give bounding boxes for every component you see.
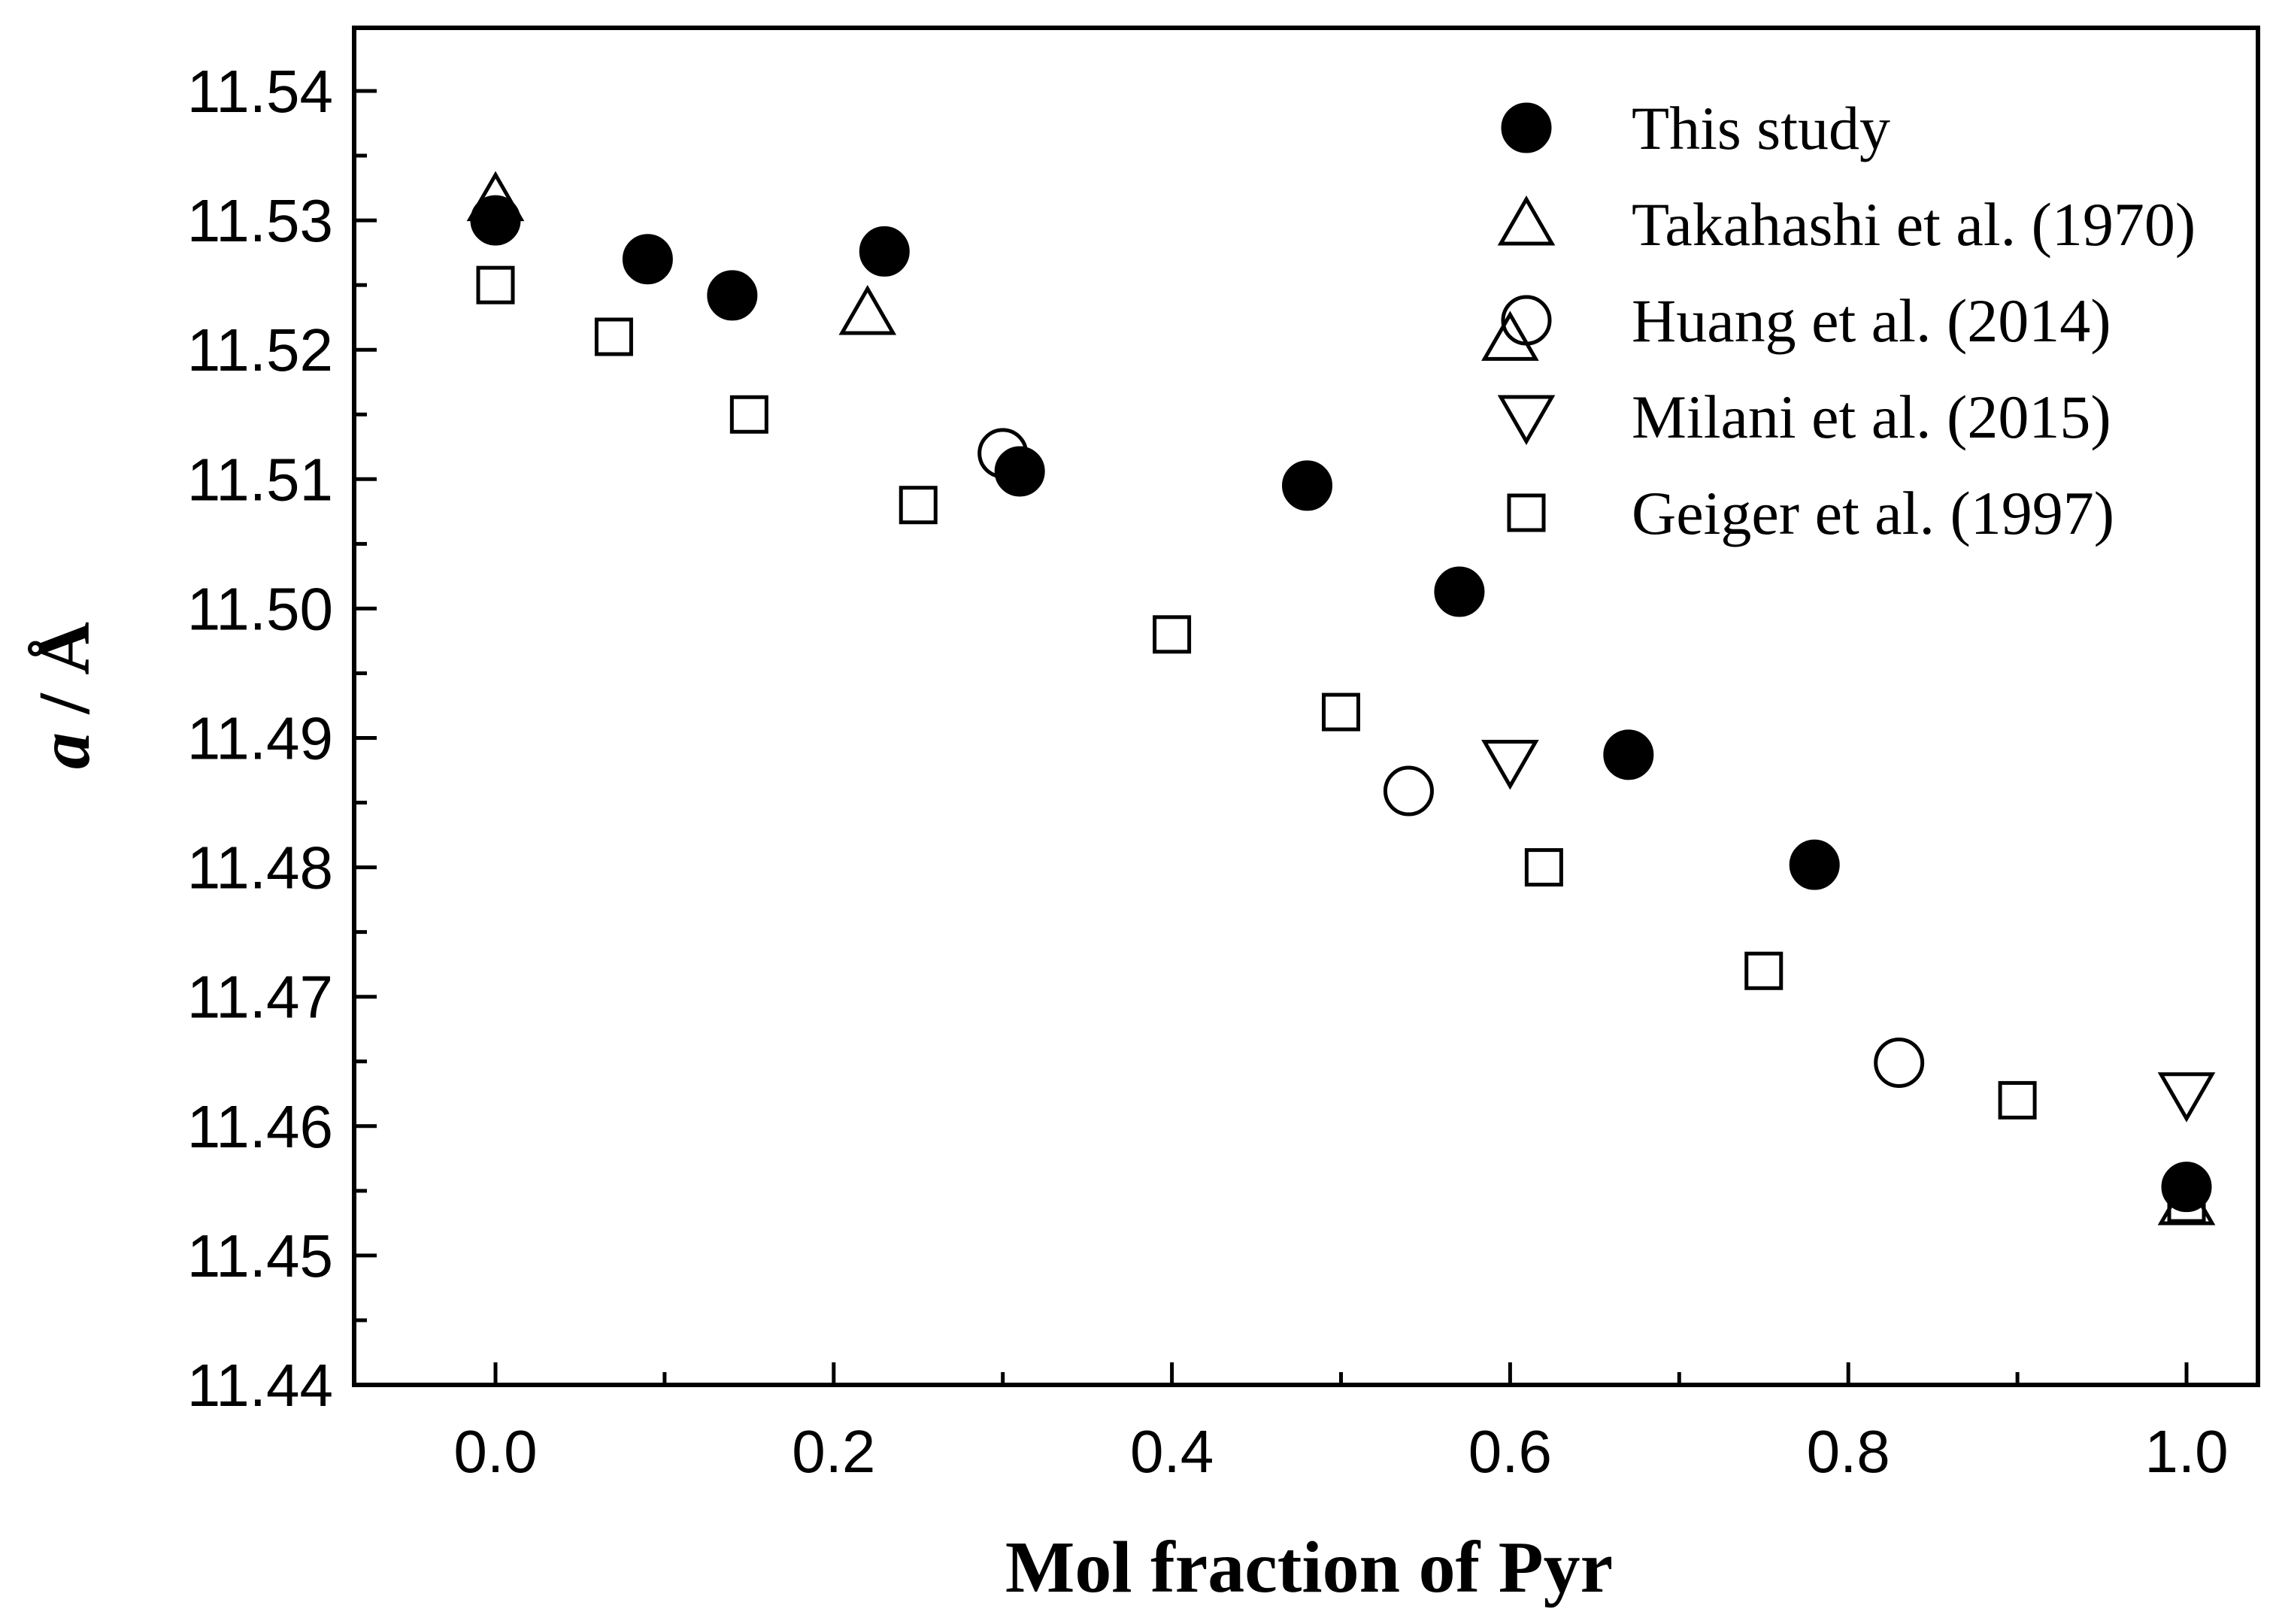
plot-frame [352,26,2260,1387]
legend-label: Milani et al. (2015) [1632,383,2111,451]
y-tick-label: 11.45 [187,1223,333,1289]
x-tick-label: 0.0 [453,1418,537,1485]
legend-marker-huang-et-al-2014 [1501,295,1552,346]
data-point-this-study [1282,460,1333,511]
ticks-layer [354,89,2189,1387]
data-point-this-study [470,195,521,246]
data-points [466,171,2216,1226]
y-tick-label: 11.49 [187,705,333,772]
data-point-this-study [1789,839,1840,890]
y-axis-title-unit: / Å [24,622,105,732]
y-tick-label: 11.51 [187,446,333,513]
x-tick-labels: 0.00.20.40.60.81.01.2 [453,1418,2228,1485]
data-point-geiger-et-al-1997 [1153,615,1192,654]
data-point-this-study [707,270,758,321]
data-point-this-study [1434,566,1485,617]
data-point-this-study [622,234,673,285]
y-axis-title-symbol: a [24,732,105,769]
x-tick-label: 0.4 [1130,1418,1214,1485]
x-tick-label: 0.8 [1807,1418,1890,1485]
data-point-this-study [1603,729,1654,780]
data-point-takahashi-et-al-1970 [838,285,897,335]
data-point-geiger-et-al-1997 [1524,848,1563,887]
data-point-huang-et-al-2014 [1383,765,1434,817]
data-point-geiger-et-al-1997 [729,395,768,434]
x-tick-label: 0.2 [792,1418,875,1485]
data-point-geiger-et-al-1997 [1744,951,1784,990]
y-tick-label: 11.53 [187,187,333,254]
y-tick-label: 11.52 [187,317,333,383]
data-point-this-study [859,226,910,277]
data-point-geiger-et-al-1997 [2167,1184,2206,1223]
legend-label: Huang et al. (2014) [1632,286,2111,355]
y-tick-label: 11.54 [187,58,333,125]
data-point-geiger-et-al-1997 [594,317,633,356]
y-tick-label: 11.46 [187,1093,333,1160]
x-tick-label: 1.0 [2144,1418,2228,1485]
data-point-huang-et-al-2014 [1874,1037,1925,1088]
data-point-geiger-et-al-1997 [1998,1080,2037,1120]
legend-label: Takahashi et al. (1970) [1632,190,2196,259]
data-point-this-study [994,446,1045,497]
data-point-geiger-et-al-1997 [899,486,938,525]
y-tick-label: 11.44 [187,1352,333,1419]
legend-marker-this-study [1501,102,1552,153]
x-tick-label: 0.6 [1468,1418,1552,1485]
legend-marker-takahashi-et-al-1970 [1497,195,1556,246]
y-tick-labels: 11.44 11.45 11.46 11.47 11.48 11.49 11.50 11.51… [187,58,333,1419]
legend-marker-milani-et-al-2015 [1497,395,1556,446]
legend: This study Takahashi et al. (1970) Huang e… [1497,94,2196,547]
y-tick-label: 11.47 [187,964,333,1031]
data-point-takahashi-et-al-1970 [1481,311,1539,361]
data-point-geiger-et-al-1997 [1322,692,1360,732]
x-axis-title: Mol fraction of Pyr [1005,1527,1613,1608]
data-point-geiger-et-al-1997 [476,265,515,304]
legend-label: Geiger et al. (1997) [1632,479,2114,547]
legend-marker-geiger-et-al-1997 [1507,493,1546,532]
y-tick-label: 11.50 [187,575,333,642]
y-axis-title: a / Å [24,622,105,769]
data-point-milani-et-al-2015 [1481,739,1539,790]
data-point-milani-et-al-2015 [2157,1072,2216,1123]
legend-label: This study [1632,94,1890,162]
y-tick-label: 11.48 [187,835,333,901]
